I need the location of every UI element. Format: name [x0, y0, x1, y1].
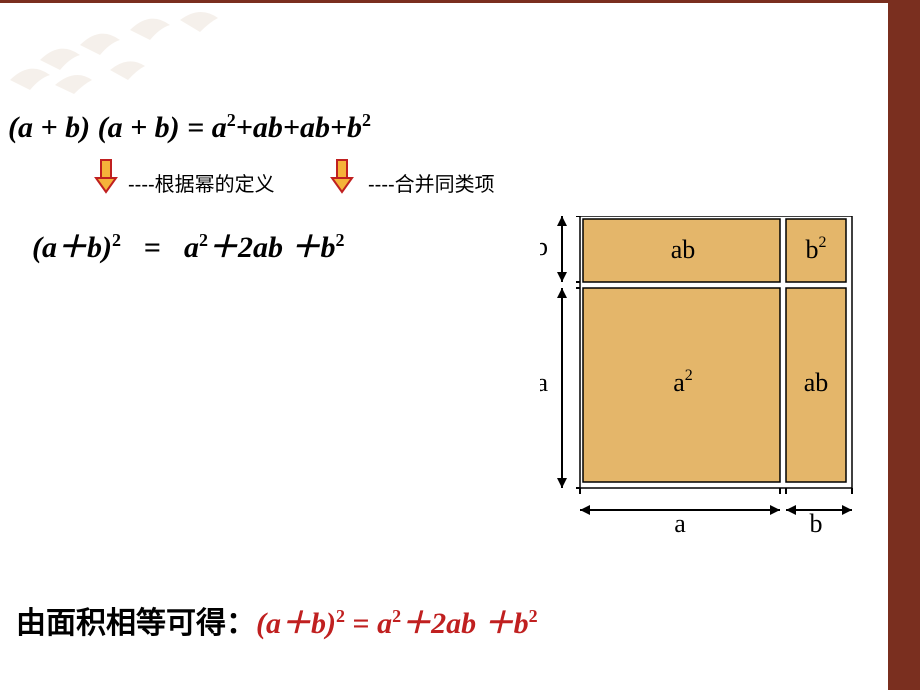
- concl-lhs1: 2: [336, 606, 345, 626]
- eq2-rhs3: 2: [335, 230, 344, 250]
- concl-eq: =: [345, 607, 377, 640]
- svg-text:a: a: [540, 368, 548, 397]
- note-power-definition: ----根据幂的定义: [128, 168, 275, 197]
- svg-text:b: b: [810, 509, 823, 536]
- equation-simplified: (a＋b)2 = a2＋2ab ＋b2: [32, 222, 344, 266]
- eq2-rhs2: ＋2ab ＋b: [208, 231, 336, 264]
- concl-rhs1: 2: [392, 606, 401, 626]
- concl-rhs3: 2: [529, 606, 538, 626]
- eq2-eq: =: [128, 231, 176, 265]
- svg-text:b: b: [540, 232, 548, 261]
- svg-text:ab: ab: [671, 235, 696, 264]
- eq2-rhs0: a: [184, 231, 199, 264]
- eq2-lhs0: (a＋b): [32, 231, 112, 264]
- conclusion-line: 由面积相等可得：(a＋b)2 = a2＋2ab ＋b2: [16, 598, 538, 642]
- arrow-down-icon: [330, 158, 354, 194]
- arrow-down-icon: [94, 158, 118, 194]
- svg-text:ab: ab: [804, 368, 829, 397]
- svg-text:a: a: [674, 509, 686, 536]
- note-combine-like-terms: ----合并同类项: [368, 168, 495, 197]
- eq2-rhs1: 2: [199, 230, 208, 250]
- eq1-p2: +ab+ab+b: [236, 111, 362, 144]
- eq1-p0: (a + b) (a + b) = a: [8, 111, 227, 144]
- conclusion-label: 由面积相等可得：: [16, 607, 256, 640]
- concl-rhs2: ＋2ab ＋b: [401, 607, 529, 640]
- right-side-band: [888, 0, 920, 690]
- concl-rhs0: a: [377, 607, 392, 640]
- eq1-p3: 2: [362, 110, 371, 130]
- decorative-birds: [0, 0, 300, 100]
- equation-expansion: (a + b) (a + b) = a2+ab+ab+b2: [8, 110, 371, 145]
- eq2-lhs1: 2: [112, 230, 121, 250]
- concl-lhs0: (a＋b): [256, 607, 336, 640]
- area-diagram: abb2a2abbaab: [540, 216, 886, 536]
- eq1-p1: 2: [227, 110, 236, 130]
